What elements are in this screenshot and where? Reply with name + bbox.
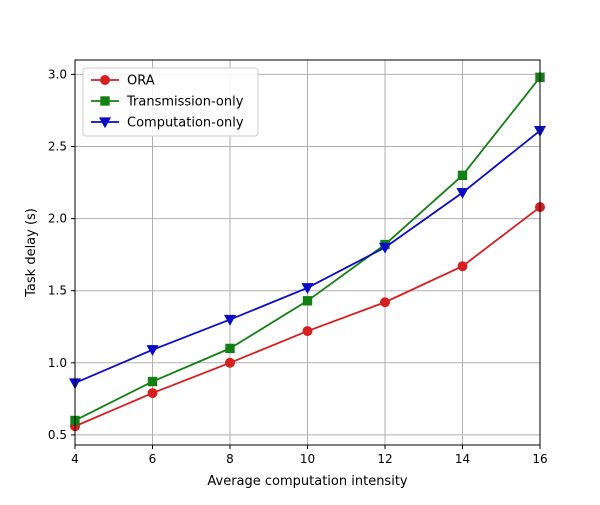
x-tick-label: 8	[226, 452, 234, 466]
series-group	[68, 72, 547, 432]
y-tick-label: 1.0	[48, 356, 67, 370]
legend-marker-computation-only	[98, 117, 112, 129]
data-point-ora	[302, 326, 313, 337]
x-tick-label: 16	[532, 452, 547, 466]
x-tick-label: 10	[300, 452, 315, 466]
y-axis-label: Task delay (s)	[24, 208, 39, 298]
x-tick-label: 4	[71, 452, 79, 466]
data-point-computation-only	[378, 242, 392, 254]
series-computation-only	[68, 125, 547, 390]
data-point-ora	[225, 357, 235, 368]
data-point-transmission-only	[147, 376, 158, 387]
legend: ORA Transmission-only Computation-only	[82, 67, 259, 137]
series-transmission-only	[70, 72, 545, 426]
data-point-ora	[457, 261, 468, 272]
y-tick-label: 0.5	[48, 428, 67, 442]
legend-box	[82, 67, 259, 137]
ticks: 4 6 8 10 12 14 16 0.5 1.0 1.5 2.0 2.5 3.0	[48, 67, 548, 466]
series-ora	[70, 202, 545, 432]
y-tick-label: 2.5	[48, 140, 67, 154]
y-tick-label: 2.0	[48, 212, 67, 226]
data-point-computation-only	[146, 345, 159, 357]
data-point-transmission-only	[457, 170, 468, 181]
data-point-transmission-only	[225, 343, 235, 354]
legend-label-computation-only: Computation-only	[127, 116, 244, 131]
data-point-computation-only	[456, 187, 469, 199]
data-point-ora	[380, 297, 390, 308]
data-point-computation-only	[223, 314, 237, 326]
x-axis-label: Average computation intensity	[207, 474, 408, 489]
legend-label-ora: ORA	[127, 74, 155, 89]
x-tick-label: 14	[455, 452, 470, 466]
data-point-ora	[147, 388, 158, 399]
legend-marker-transmission-only	[100, 96, 110, 106]
x-tick-label: 6	[149, 452, 157, 466]
legend-marker-ora	[100, 75, 110, 85]
legend-label-transmission-only: Transmission-only	[126, 95, 244, 110]
data-point-transmission-only	[302, 296, 313, 306]
y-tick-label: 3.0	[48, 67, 67, 81]
y-tick-label: 1.5	[48, 284, 67, 298]
data-point-computation-only	[301, 283, 314, 295]
x-tick-label: 12	[377, 452, 392, 466]
